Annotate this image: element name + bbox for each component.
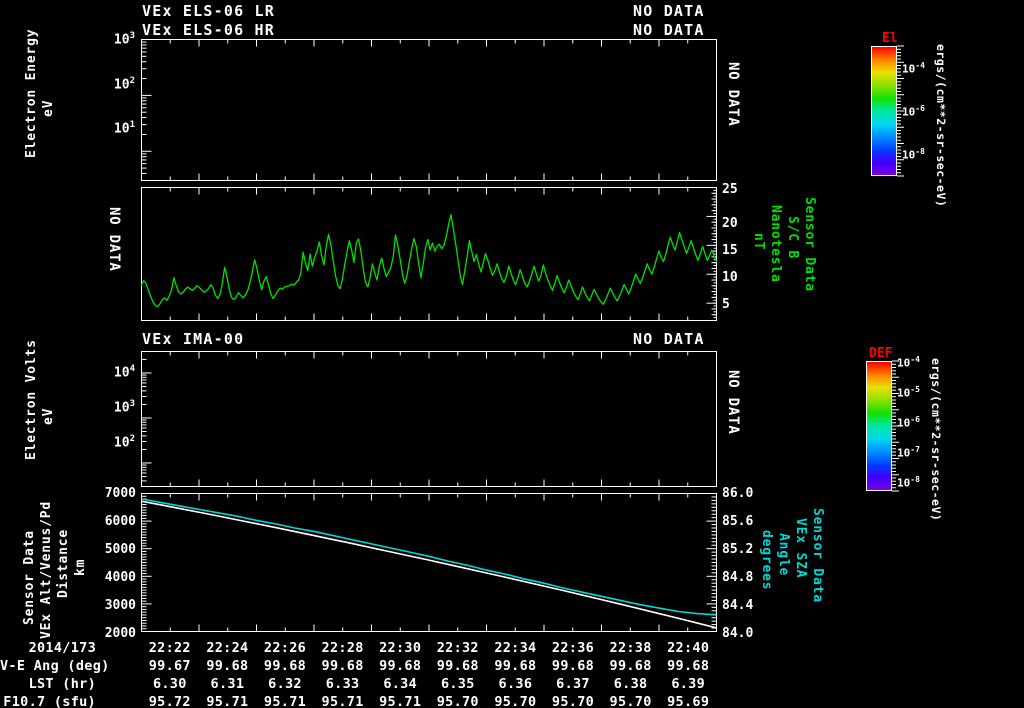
panel2-ytick-10: 10 <box>722 270 738 285</box>
panel4-rtick-860: 86.0 <box>722 486 754 501</box>
bottom-cell-time: 22:32 <box>436 640 479 656</box>
panel4-rtick-852: 85.2 <box>722 542 754 557</box>
colorbar-el-gradient <box>871 46 897 176</box>
bottom-row-label: F10.7 (sfu) <box>3 694 96 708</box>
colorbar-el-tick-6: 10-6 <box>902 104 925 119</box>
bottom-cell-lst: 6.30 <box>152 676 187 692</box>
bottom-cell-f107: 95.71 <box>379 694 422 708</box>
bottom-cell-ve_ang: 99.68 <box>379 658 422 674</box>
colorbar-def-title: DEF <box>869 346 893 361</box>
panel4-ytick-5000: 5000 <box>104 542 136 557</box>
colorbar-def-tick-5: 10-5 <box>897 385 920 400</box>
panel1-title-left-top: VEx ELS-06 LR <box>142 2 275 20</box>
bottom-cell-time: 22:36 <box>551 640 595 656</box>
panel4-ytick-2000: 2000 <box>104 626 136 641</box>
bottom-cell-lst: 6.32 <box>268 676 302 692</box>
bottom-cell-lst: 6.36 <box>498 676 533 692</box>
bottom-cell-time: 22:30 <box>379 640 422 656</box>
bottom-cell-ve_ang: 99.68 <box>667 658 710 674</box>
bottom-cell-f107: 95.70 <box>551 694 595 708</box>
bottom-cell-lst: 6.31 <box>210 676 245 692</box>
panel4-ytick-3000: 3000 <box>104 598 136 613</box>
panel2-ytick-20: 20 <box>722 216 738 231</box>
panel4-ytick-7000: 7000 <box>104 486 136 501</box>
bottom-cell-time: 22:34 <box>494 640 537 656</box>
bottom-cell-time: 22:24 <box>206 640 249 656</box>
colorbar-el-tick-8: 10-8 <box>902 147 925 162</box>
panel1-ytick-3: 103 <box>113 31 135 48</box>
bottom-cell-time: 22:26 <box>263 640 307 656</box>
bottom-cell-ve_ang: 99.68 <box>321 658 364 674</box>
colorbar-def-gradient <box>866 361 892 491</box>
panel4-rtick-840: 84.0 <box>722 626 754 641</box>
panel3-ytick-2: 102 <box>113 434 135 451</box>
bottom-cell-f107: 95.71 <box>321 694 364 708</box>
panel4-rtick-844: 84.4 <box>722 598 754 613</box>
bottom-cell-f107: 95.72 <box>148 694 191 708</box>
bottom-cell-ve_ang: 99.68 <box>436 658 479 674</box>
colorbar-def-tick-6: 10-6 <box>897 415 920 430</box>
bottom-cell-ve_ang: 99.68 <box>551 658 595 674</box>
bottom-cell-f107: 95.70 <box>494 694 537 708</box>
colorbar-el-title: El <box>882 31 898 46</box>
bottom-cell-ve_ang: 99.67 <box>148 658 191 674</box>
panel3-ytick-3: 103 <box>113 399 135 416</box>
colorbar-el-tick-4: 10-4 <box>902 61 925 76</box>
bottom-cell-ve_ang: 99.68 <box>263 658 307 674</box>
bottom-row-label: 2014/173 <box>28 640 96 656</box>
colorbar-def-tick-4: 10-4 <box>897 355 920 370</box>
panel1-ytick-1: 101 <box>113 120 135 137</box>
panel1-title-left-bottom: VEx ELS-06 HR <box>142 21 275 39</box>
bottom-cell-f107: 95.69 <box>667 694 710 708</box>
bottom-row-label: LST (hr) <box>28 676 96 692</box>
panel-electron-energy <box>141 39 717 181</box>
bottom-cell-f107: 95.70 <box>436 694 479 708</box>
bottom-cell-ve_ang: 99.68 <box>206 658 249 674</box>
bottom-cell-lst: 6.35 <box>440 676 475 692</box>
bottom-cell-lst: 6.33 <box>325 676 360 692</box>
panel3-title-left: VEx IMA-00 <box>142 330 245 348</box>
bottom-cell-time: 22:38 <box>609 640 652 656</box>
bottom-cell-f107: 95.70 <box>609 694 652 708</box>
panel2-ytick-15: 15 <box>722 243 738 258</box>
bottom-cell-lst: 6.37 <box>556 676 590 692</box>
panel3-title-right: NO DATA <box>633 330 705 348</box>
panel1-ytick-2: 102 <box>113 76 135 93</box>
bottom-cell-ve_ang: 99.68 <box>494 658 537 674</box>
colorbar-def-tick-7: 10-7 <box>897 445 920 460</box>
panel4-rtick-848: 84.8 <box>722 570 754 585</box>
panel3-ytick-4: 104 <box>113 364 135 381</box>
panel2-ytick-25: 25 <box>722 182 738 197</box>
bottom-cell-f107: 95.71 <box>206 694 249 708</box>
bottom-cell-time: 22:40 <box>667 640 710 656</box>
colorbar-def-tick-8: 10-8 <box>897 475 920 490</box>
bottom-row-label: V-E Ang (deg) <box>0 658 110 674</box>
bottom-cell-lst: 6.39 <box>671 676 706 692</box>
panel1-title-right-top: NO DATA <box>633 2 705 20</box>
bottom-cell-time: 22:28 <box>321 640 364 656</box>
panel1-title-right-bottom: NO DATA <box>633 21 705 39</box>
bottom-cell-lst: 6.38 <box>613 676 648 692</box>
bottom-cell-ve_ang: 99.68 <box>609 658 652 674</box>
panel4-ytick-6000: 6000 <box>104 514 136 529</box>
panel4-ytick-4000: 4000 <box>104 570 136 585</box>
bottom-cell-lst: 6.34 <box>383 676 418 692</box>
bottom-cell-time: 22:22 <box>148 640 191 656</box>
panel2-ytick-5: 5 <box>722 297 730 312</box>
bottom-cell-f107: 95.71 <box>263 694 307 708</box>
panel4-rtick-856: 85.6 <box>722 514 754 529</box>
